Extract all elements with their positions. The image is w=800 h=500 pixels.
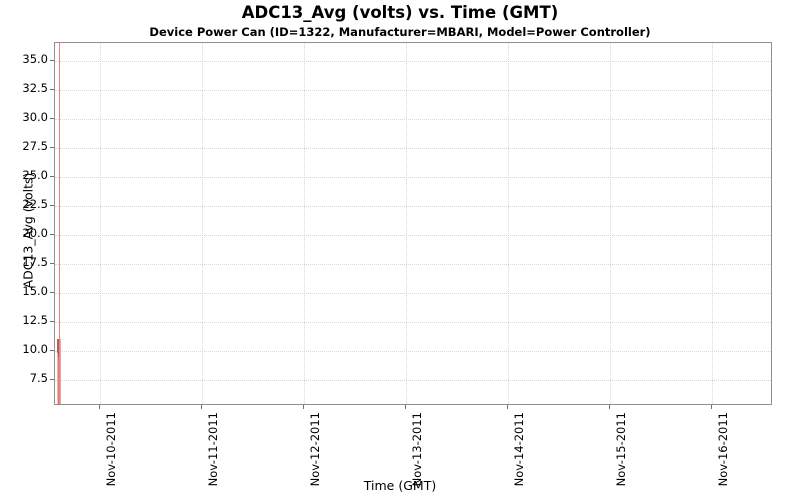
y-axis-tick-label: 32.5	[22, 80, 48, 95]
gridline-vertical	[712, 43, 713, 404]
y-axis-tick	[50, 321, 54, 322]
gridline-vertical	[100, 43, 101, 404]
y-axis-tick-label: 35.0	[22, 51, 48, 66]
gridline-horizontal	[55, 205, 771, 207]
gridline-horizontal	[55, 118, 771, 120]
x-axis-tick-label: Nov-12-2011	[308, 412, 322, 487]
gridline-horizontal	[55, 60, 771, 62]
x-axis-tick	[201, 405, 202, 409]
gridline-vertical	[406, 43, 407, 404]
y-axis-tick	[50, 291, 54, 293]
plot-area	[54, 42, 772, 405]
data-series-line-segment	[57, 339, 59, 357]
x-axis-tick-label: Nov-14-2011	[512, 412, 526, 487]
y-axis-tick	[50, 146, 54, 148]
data-series-line	[59, 43, 60, 404]
gridline-vertical	[508, 43, 509, 404]
x-axis-tick	[711, 405, 712, 409]
gridline-vertical	[610, 43, 611, 404]
x-axis-tick-label: Nov-13-2011	[410, 412, 424, 487]
y-axis-tick-label: 15.0	[22, 283, 48, 298]
y-axis-tick	[50, 350, 54, 351]
gridline-horizontal	[55, 351, 771, 352]
x-axis-tick-label: Nov-16-2011	[716, 412, 730, 487]
y-axis-tick-label: 17.5	[22, 254, 48, 269]
data-series-line-segment	[57, 353, 58, 404]
x-axis-tick	[405, 405, 406, 409]
y-axis-tick-label: 27.5	[22, 138, 48, 153]
y-axis-tick-label: 22.5	[22, 196, 48, 211]
y-axis-tick	[50, 175, 54, 177]
y-axis-tick-label: 12.5	[22, 313, 48, 327]
y-axis-tick-label: 30.0	[22, 109, 48, 124]
y-axis-tick-label: 10.0	[22, 342, 48, 356]
chart-subtitle: Device Power Can (ID=1322, Manufacturer=…	[149, 25, 651, 39]
x-axis-tick-label: Nov-10-2011	[104, 412, 118, 487]
y-axis-tick-label: 25.0	[22, 167, 48, 182]
gridline-horizontal	[55, 322, 771, 323]
gridline-horizontal	[55, 89, 771, 91]
chart-title: ADC13_Avg (volts) vs. Time (GMT)	[241, 3, 559, 22]
x-axis-tick-label: Nov-15-2011	[614, 412, 628, 487]
x-axis-tick	[507, 405, 508, 409]
y-axis-title: ADC13_Avg (volts)	[20, 172, 36, 289]
gridline-horizontal	[55, 263, 771, 265]
y-axis-tick	[50, 59, 54, 61]
gridline-horizontal	[55, 292, 771, 294]
y-axis-tick-label: 7.5	[29, 371, 48, 386]
x-axis-title: Time (GMT)	[363, 478, 437, 493]
y-axis-tick	[50, 204, 54, 206]
y-axis-tick	[50, 262, 54, 264]
gridline-horizontal	[55, 176, 771, 178]
x-axis-tick	[609, 405, 610, 409]
data-series-line-segment	[58, 339, 61, 404]
gridline-vertical	[202, 43, 203, 404]
y-axis-tick-label: 20.0	[22, 225, 48, 240]
gridline-horizontal	[55, 380, 771, 382]
y-axis-tick	[50, 233, 54, 235]
y-axis-tick	[50, 88, 54, 90]
gridline-horizontal	[55, 147, 771, 149]
y-axis-tick	[50, 117, 54, 119]
gridline-horizontal	[55, 234, 771, 236]
gridline-vertical	[304, 43, 305, 404]
y-axis-tick	[50, 379, 54, 381]
x-axis-tick	[303, 405, 304, 409]
x-axis-tick	[99, 405, 100, 409]
x-axis-tick-label: Nov-11-2011	[206, 412, 220, 487]
